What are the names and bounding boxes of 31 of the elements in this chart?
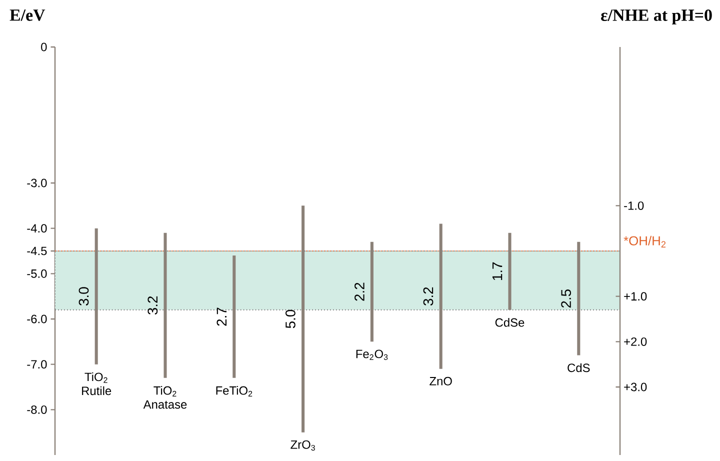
ref-line-label: *OH/H$_{2}$ [624, 236, 666, 248]
y-tick-label: -8.0 [27, 405, 47, 414]
y2-tick-label: +2.0 [624, 337, 647, 346]
x-tick-label: Fe$_{2}$O$_{3}$ [356, 350, 388, 360]
x-tick-label: ZnO [430, 376, 452, 386]
data-label: 2.5 [561, 289, 572, 308]
data-label: 3.2 [148, 296, 158, 315]
data-label: 1.7 [492, 262, 502, 280]
x-tick-label: TiO$_{2}$ Anatase [143, 386, 187, 409]
x-tick-label: FeTiO$_{2}$ [216, 386, 252, 396]
data-label: 3.0 [78, 287, 89, 306]
y-tick-label: -4.0 [27, 224, 47, 233]
y-tick-label: -7.0 [27, 360, 47, 369]
y2-tick-label: +3.0 [624, 382, 647, 392]
y-tick-label: -4.5 [27, 246, 47, 256]
x-tick-label: ZrO$_{3}$ [290, 440, 315, 451]
data-label: 2.7 [216, 308, 226, 326]
data-label: 3.2 [423, 287, 434, 306]
data-label: 2.2 [354, 282, 364, 301]
x-tick-label: CdSe [495, 318, 524, 327]
x-tick-label: TiO$_{2}$ Rutile [82, 372, 112, 396]
y-tick-label: -3.0 [27, 178, 47, 188]
y-axis-title: E/eV [10, 10, 46, 21]
y2-tick-label: +1.0 [624, 292, 647, 301]
y-tick-label: 0 [41, 42, 47, 52]
y2-axis-title: ε/NHE at pH=0 [601, 10, 712, 24]
x-tick-label: CdS [568, 363, 590, 372]
y2-tick-label: -1.0 [624, 201, 644, 210]
y-tick-label: -6.0 [27, 314, 47, 324]
y-tick-label: -5.0 [27, 269, 47, 278]
data-label: 5.0 [286, 310, 296, 328]
